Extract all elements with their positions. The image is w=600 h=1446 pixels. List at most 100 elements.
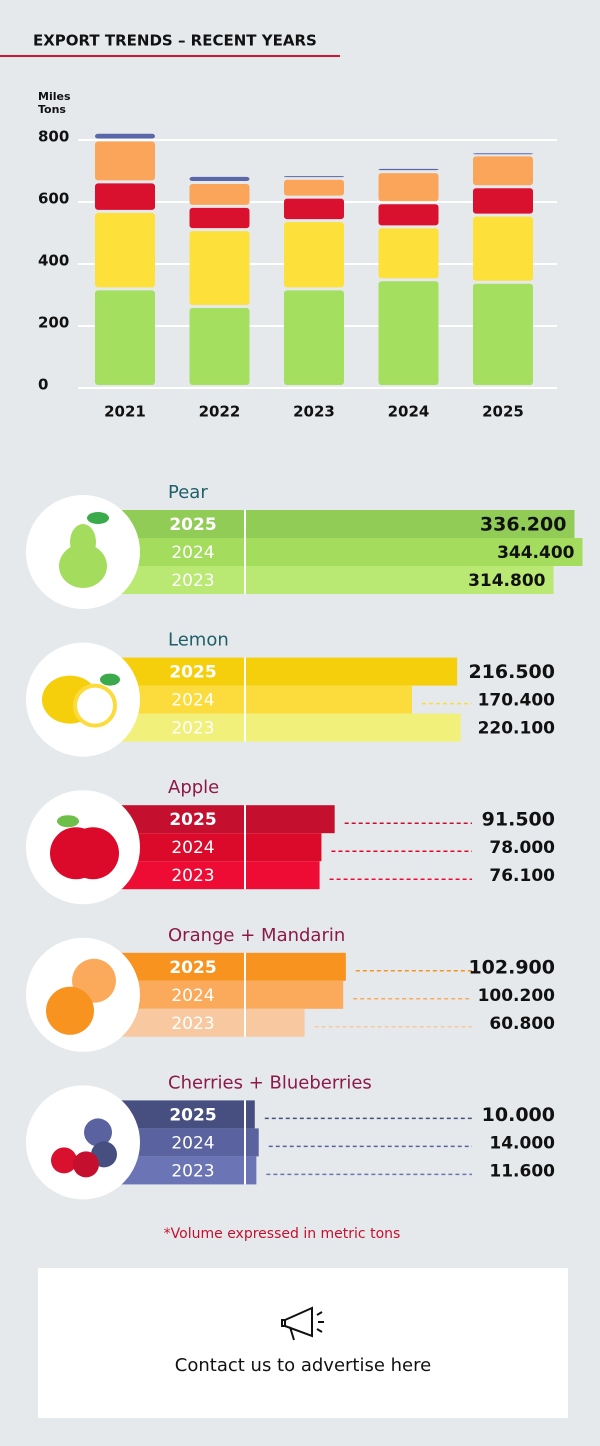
- value-label: 216.500: [468, 661, 555, 683]
- bar-segment: [378, 228, 439, 279]
- section-title: Lemon: [168, 630, 229, 651]
- y-tick-label: 800: [38, 128, 69, 146]
- bar-segment: [189, 231, 250, 306]
- bar-segment: [189, 184, 250, 205]
- value-label: 102.900: [468, 956, 555, 978]
- bar: [120, 713, 461, 742]
- ad-box[interactable]: [38, 1268, 568, 1418]
- value-label: 11.600: [489, 1161, 555, 1181]
- bar-segment: [284, 176, 344, 178]
- bar-segment: [473, 156, 533, 186]
- value-label: 78.000: [489, 838, 555, 858]
- x-tick-label: 2021: [104, 403, 146, 421]
- year-label: 2025: [169, 515, 216, 535]
- bar-segment: [95, 212, 155, 288]
- fruit-icon: [87, 512, 109, 524]
- bar: [120, 861, 320, 890]
- fruit-icon: [84, 1118, 112, 1147]
- bar-segment: [284, 290, 344, 385]
- value-label: 14.000: [489, 1133, 555, 1153]
- fruit-icon: [73, 1151, 99, 1178]
- fruit-icon: [46, 986, 94, 1035]
- bar-segment: [378, 281, 439, 385]
- fruit-icon: [67, 827, 119, 880]
- section-title: Orange + Mandarin: [168, 925, 345, 946]
- year-label: 2023: [171, 1161, 214, 1181]
- fruit-icon: [73, 683, 117, 728]
- year-label: 2025: [169, 958, 216, 978]
- bar-segment: [95, 183, 155, 210]
- bar-segment: [473, 153, 533, 155]
- section-title: Pear: [168, 482, 208, 503]
- y-axis-label: Tons: [38, 103, 66, 116]
- y-axis-label: Miles: [38, 90, 71, 103]
- icon-circle: [26, 1085, 140, 1200]
- x-tick-label: 2024: [388, 403, 430, 421]
- value-label: 76.100: [489, 866, 555, 886]
- bar: [120, 1008, 305, 1037]
- year-label: 2025: [169, 810, 216, 830]
- value-label: 336.200: [480, 514, 567, 536]
- year-label: 2023: [171, 719, 214, 739]
- x-tick-label: 2023: [293, 403, 335, 421]
- bar: [120, 805, 335, 834]
- year-label: 2025: [169, 1105, 216, 1125]
- year-label: 2023: [171, 1014, 214, 1034]
- value-label: 220.100: [478, 719, 556, 739]
- year-label: 2023: [171, 571, 214, 591]
- section-title: Cherries + Blueberries: [168, 1072, 372, 1093]
- y-tick-label: 600: [38, 190, 69, 208]
- megaphone-icon: [281, 1306, 324, 1341]
- bar: [120, 1100, 255, 1129]
- page-title: EXPORT TRENDS – RECENT YEARS: [33, 32, 317, 50]
- fruit-icon: [100, 673, 120, 686]
- bar-segment: [378, 168, 439, 171]
- year-label: 2024: [171, 691, 214, 711]
- fruit-icon: [51, 1147, 77, 1174]
- y-tick-label: 200: [38, 314, 69, 332]
- value-label: 60.800: [489, 1014, 555, 1034]
- bar-segment: [95, 133, 155, 139]
- year-label: 2024: [171, 1133, 214, 1153]
- year-label: 2024: [171, 838, 214, 858]
- bar: [120, 1128, 259, 1157]
- value-label: 91.500: [482, 809, 555, 831]
- year-label: 2024: [171, 986, 214, 1006]
- y-tick-label: 400: [38, 252, 69, 270]
- bar-segment: [284, 198, 344, 220]
- year-label: 2023: [171, 866, 214, 886]
- bar-segment: [189, 308, 250, 385]
- footnote: *Volume expressed in metric tons: [164, 1226, 401, 1242]
- bar: [120, 980, 344, 1009]
- x-tick-label: 2022: [199, 403, 241, 421]
- bar-segment: [378, 173, 439, 202]
- bar-segment: [95, 290, 155, 385]
- bar-segment: [284, 179, 344, 196]
- bar: [120, 1156, 257, 1185]
- bar: [120, 833, 322, 862]
- bar: [120, 510, 575, 538]
- bar: [120, 566, 554, 594]
- bar-segment: [378, 204, 439, 226]
- fruit-icon: [70, 524, 96, 560]
- bar-segment: [473, 216, 533, 281]
- bar-segment: [189, 207, 250, 229]
- bar: [120, 657, 458, 686]
- year-label: 2024: [171, 543, 214, 563]
- y-tick-label: 0: [38, 376, 48, 394]
- value-label: 170.400: [478, 691, 556, 711]
- bar-segment: [95, 141, 155, 181]
- year-label: 2025: [169, 663, 216, 683]
- ad-text[interactable]: Contact us to advertise here: [175, 1355, 431, 1376]
- bar: [120, 538, 583, 566]
- value-label: 10.000: [482, 1104, 555, 1126]
- fruit-icon: [57, 815, 79, 828]
- value-label: 344.400: [497, 543, 575, 563]
- bar-segment: [473, 283, 533, 385]
- x-tick-label: 2025: [482, 403, 524, 421]
- bar-segment: [284, 222, 344, 288]
- fruit-icon: [59, 544, 107, 588]
- section-title: Apple: [168, 777, 219, 798]
